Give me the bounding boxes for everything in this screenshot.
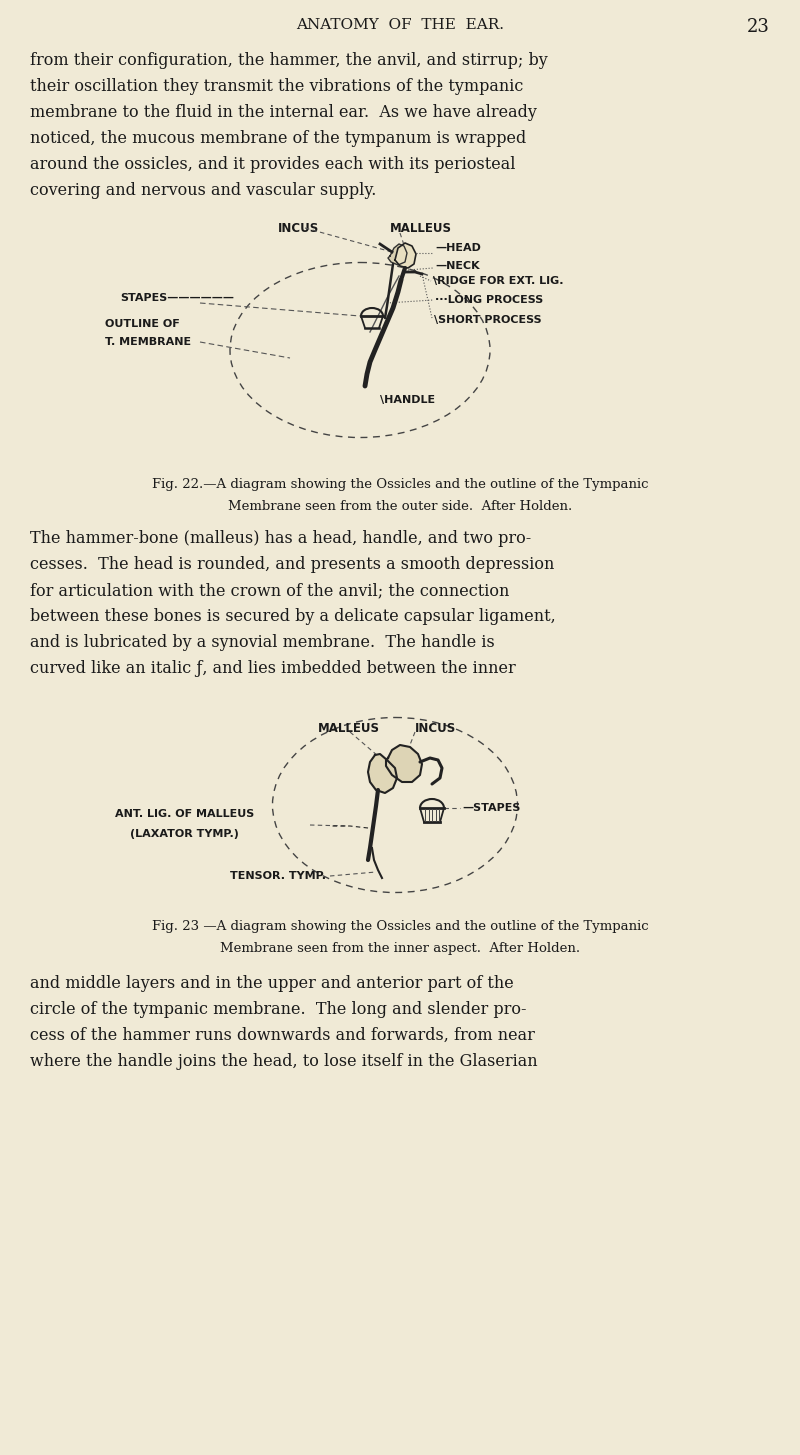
Text: ANATOMY  OF  THE  EAR.: ANATOMY OF THE EAR. <box>296 17 504 32</box>
Text: noticed, the mucous membrane of the tympanum is wrapped: noticed, the mucous membrane of the tymp… <box>30 129 526 147</box>
Text: between these bones is secured by a delicate capsular ligament,: between these bones is secured by a deli… <box>30 608 556 626</box>
Text: MALLEUS: MALLEUS <box>318 722 380 735</box>
Text: where the handle joins the head, to lose itself in the Glaserian: where the handle joins the head, to lose… <box>30 1053 538 1069</box>
Polygon shape <box>368 754 397 793</box>
Text: circle of the tympanic membrane.  The long and slender pro-: circle of the tympanic membrane. The lon… <box>30 1001 526 1018</box>
Text: Membrane seen from the inner aspect.  After Holden.: Membrane seen from the inner aspect. Aft… <box>220 941 580 954</box>
Text: cess of the hammer runs downwards and forwards, from near: cess of the hammer runs downwards and fo… <box>30 1027 535 1045</box>
Text: The hammer-bone (malleus) has a head, handle, and two pro-: The hammer-bone (malleus) has a head, ha… <box>30 530 531 547</box>
Text: —NECK: —NECK <box>435 260 480 271</box>
Text: —STAPES: —STAPES <box>462 803 520 813</box>
Text: and is lubricated by a synovial membrane.  The handle is: and is lubricated by a synovial membrane… <box>30 634 494 650</box>
Text: ···LONG PROCESS: ···LONG PROCESS <box>435 295 543 306</box>
Text: \RIDGE FOR EXT. LIG.: \RIDGE FOR EXT. LIG. <box>433 276 563 287</box>
Text: from their configuration, the hammer, the anvil, and stirrup; by: from their configuration, the hammer, th… <box>30 52 548 68</box>
Text: for articulation with the crown of the anvil; the connection: for articulation with the crown of the a… <box>30 582 510 599</box>
Text: T. MEMBRANE: T. MEMBRANE <box>105 338 191 346</box>
Text: STAPES——————: STAPES—————— <box>120 292 234 303</box>
Text: Fig. 22.—A diagram showing the Ossicles and the outline of the Tympanic: Fig. 22.—A diagram showing the Ossicles … <box>152 479 648 490</box>
Text: Membrane seen from the outer side.  After Holden.: Membrane seen from the outer side. After… <box>228 501 572 514</box>
Text: OUTLINE OF: OUTLINE OF <box>105 319 180 329</box>
Text: covering and nervous and vascular supply.: covering and nervous and vascular supply… <box>30 182 376 199</box>
Polygon shape <box>386 745 422 781</box>
Text: 23: 23 <box>747 17 770 36</box>
Text: \SHORT PROCESS: \SHORT PROCESS <box>434 314 542 324</box>
Text: curved like an italic ƒ, and lies imbedded between the inner: curved like an italic ƒ, and lies imbedd… <box>30 661 516 677</box>
Text: cesses.  The head is rounded, and presents a smooth depression: cesses. The head is rounded, and present… <box>30 556 554 573</box>
Text: \HANDLE: \HANDLE <box>380 394 435 404</box>
Text: ANT. LIG. OF MALLEUS: ANT. LIG. OF MALLEUS <box>115 809 254 819</box>
Text: —HEAD: —HEAD <box>435 243 481 253</box>
Text: and middle layers and in the upper and anterior part of the: and middle layers and in the upper and a… <box>30 975 514 992</box>
Polygon shape <box>395 243 416 268</box>
Text: membrane to the fluid in the internal ear.  As we have already: membrane to the fluid in the internal ea… <box>30 103 537 121</box>
Text: INCUS: INCUS <box>278 223 319 236</box>
Text: around the ossicles, and it provides each with its periosteal: around the ossicles, and it provides eac… <box>30 156 515 173</box>
Text: Fig. 23 —A diagram showing the Ossicles and the outline of the Tympanic: Fig. 23 —A diagram showing the Ossicles … <box>152 920 648 933</box>
Text: TENSOR. TYMP.: TENSOR. TYMP. <box>230 872 326 880</box>
Text: INCUS: INCUS <box>415 722 456 735</box>
Polygon shape <box>388 244 407 265</box>
Text: (LAXATOR TYMP.): (LAXATOR TYMP.) <box>130 829 239 840</box>
Text: MALLEUS: MALLEUS <box>390 223 452 236</box>
Text: their oscillation they transmit the vibrations of the tympanic: their oscillation they transmit the vibr… <box>30 79 523 95</box>
